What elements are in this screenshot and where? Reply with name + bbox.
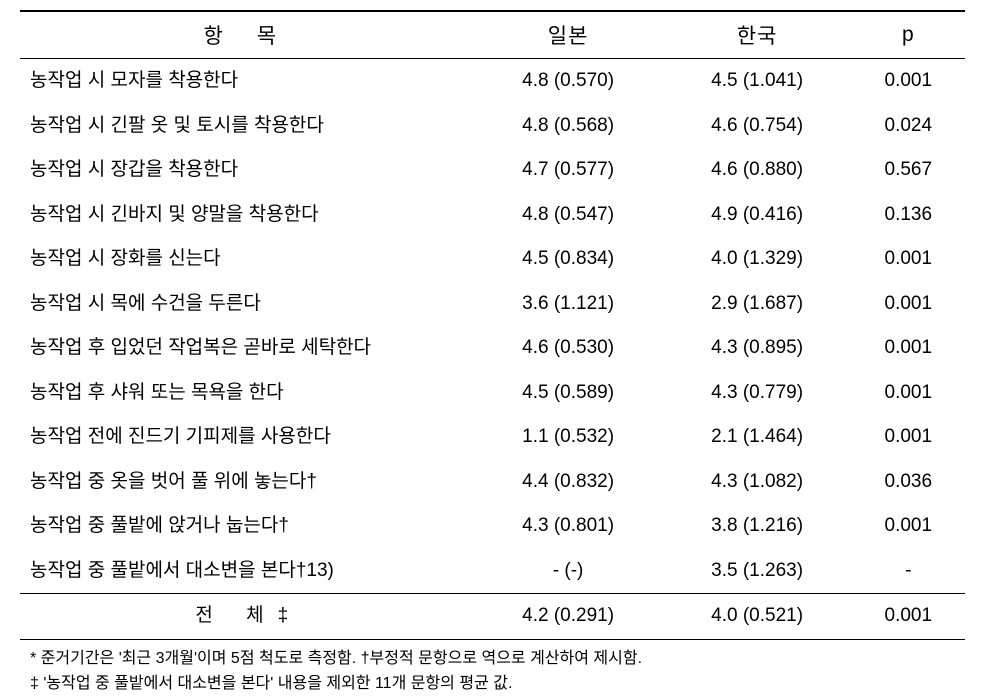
table-row: 농작업 후 샤워 또는 목욕을 한다 4.5 (0.589) 4.3 (0.77… — [20, 371, 965, 416]
row-japan: - (-) — [474, 549, 663, 594]
table-row: 농작업 중 풀밭에 앉거나 눕는다† 4.3 (0.801) 3.8 (1.21… — [20, 504, 965, 549]
total-p: 0.001 — [852, 594, 965, 640]
row-label: 농작업 중 풀밭에서 대소변을 본다†13) — [20, 549, 474, 594]
row-p: 0.001 — [852, 504, 965, 549]
row-korea: 4.9 (0.416) — [663, 193, 852, 238]
row-label: 농작업 시 목에 수건을 두른다 — [20, 282, 474, 327]
row-p: 0.567 — [852, 148, 965, 193]
row-label: 농작업 시 긴바지 및 양말을 착용한다 — [20, 193, 474, 238]
row-p: 0.001 — [852, 371, 965, 416]
col-header-p: p — [852, 11, 965, 59]
row-p: 0.001 — [852, 237, 965, 282]
row-korea: 4.0 (1.329) — [663, 237, 852, 282]
row-korea: 4.5 (1.041) — [663, 59, 852, 104]
total-label: 전 체‡ — [20, 594, 474, 640]
table-row: 농작업 중 풀밭에서 대소변을 본다†13) - (-) 3.5 (1.263)… — [20, 549, 965, 594]
total-row: 전 체‡ 4.2 (0.291) 4.0 (0.521) 0.001 — [20, 594, 965, 640]
row-label: 농작업 중 풀밭에 앉거나 눕는다† — [20, 504, 474, 549]
row-p: 0.001 — [852, 282, 965, 327]
row-label: 농작업 시 모자를 착용한다 — [20, 59, 474, 104]
row-japan: 4.8 (0.547) — [474, 193, 663, 238]
row-p: - — [852, 549, 965, 594]
row-p: 0.036 — [852, 460, 965, 505]
row-label: 농작업 시 긴팔 옷 및 토시를 착용한다 — [20, 104, 474, 149]
row-japan: 4.7 (0.577) — [474, 148, 663, 193]
footnote-line-2: ‡ '농작업 중 풀밭에서 대소변을 본다' 내용을 제외한 11개 문항의 평… — [30, 671, 965, 697]
row-korea: 4.6 (0.754) — [663, 104, 852, 149]
row-japan: 4.3 (0.801) — [474, 504, 663, 549]
row-label: 농작업 시 장화를 신는다 — [20, 237, 474, 282]
footnote-line-1: * 준거기간은 '최근 3개월'이며 5점 척도로 측정함. †부정적 문항으로… — [30, 646, 965, 672]
row-japan: 4.6 (0.530) — [474, 326, 663, 371]
table-row: 농작업 시 장화를 신는다 4.5 (0.834) 4.0 (1.329) 0.… — [20, 237, 965, 282]
row-japan: 4.8 (0.568) — [474, 104, 663, 149]
row-label: 농작업 전에 진드기 기피제를 사용한다 — [20, 415, 474, 460]
total-japan: 4.2 (0.291) — [474, 594, 663, 640]
row-label: 농작업 후 샤워 또는 목욕을 한다 — [20, 371, 474, 416]
row-japan: 4.5 (0.834) — [474, 237, 663, 282]
row-korea: 4.3 (1.082) — [663, 460, 852, 505]
table-row: 농작업 시 장갑을 착용한다 4.7 (0.577) 4.6 (0.880) 0… — [20, 148, 965, 193]
row-japan: 1.1 (0.532) — [474, 415, 663, 460]
row-korea: 3.5 (1.263) — [663, 549, 852, 594]
row-japan: 4.5 (0.589) — [474, 371, 663, 416]
table-row: 농작업 중 옷을 벗어 풀 위에 놓는다† 4.4 (0.832) 4.3 (1… — [20, 460, 965, 505]
col-header-japan: 일본 — [474, 11, 663, 59]
row-p: 0.136 — [852, 193, 965, 238]
table-row: 농작업 전에 진드기 기피제를 사용한다 1.1 (0.532) 2.1 (1.… — [20, 415, 965, 460]
row-label: 농작업 시 장갑을 착용한다 — [20, 148, 474, 193]
table-row: 농작업 시 긴팔 옷 및 토시를 착용한다 4.8 (0.568) 4.6 (0… — [20, 104, 965, 149]
row-label: 농작업 후 입었던 작업복은 곧바로 세탁한다 — [20, 326, 474, 371]
row-korea: 4.3 (0.895) — [663, 326, 852, 371]
row-korea: 3.8 (1.216) — [663, 504, 852, 549]
row-japan: 4.4 (0.832) — [474, 460, 663, 505]
footnotes: * 준거기간은 '최근 3개월'이며 5점 척도로 측정함. †부정적 문항으로… — [20, 646, 965, 697]
row-p: 0.001 — [852, 326, 965, 371]
table-body: 농작업 시 모자를 착용한다 4.8 (0.570) 4.5 (1.041) 0… — [20, 59, 965, 640]
row-japan: 3.6 (1.121) — [474, 282, 663, 327]
row-korea: 2.1 (1.464) — [663, 415, 852, 460]
row-japan: 4.8 (0.570) — [474, 59, 663, 104]
row-label: 농작업 중 옷을 벗어 풀 위에 놓는다† — [20, 460, 474, 505]
table-row: 농작업 후 입었던 작업복은 곧바로 세탁한다 4.6 (0.530) 4.3 … — [20, 326, 965, 371]
row-p: 0.001 — [852, 59, 965, 104]
row-korea: 2.9 (1.687) — [663, 282, 852, 327]
data-table: 항 목 일본 한국 p 농작업 시 모자를 착용한다 4.8 (0.570) 4… — [20, 10, 965, 640]
row-korea: 4.3 (0.779) — [663, 371, 852, 416]
row-p: 0.024 — [852, 104, 965, 149]
row-p: 0.001 — [852, 415, 965, 460]
table-row: 농작업 시 목에 수건을 두른다 3.6 (1.121) 2.9 (1.687)… — [20, 282, 965, 327]
table-row: 농작업 시 모자를 착용한다 4.8 (0.570) 4.5 (1.041) 0… — [20, 59, 965, 104]
table-row: 농작업 시 긴바지 및 양말을 착용한다 4.8 (0.547) 4.9 (0.… — [20, 193, 965, 238]
col-header-item: 항 목 — [20, 11, 474, 59]
total-korea: 4.0 (0.521) — [663, 594, 852, 640]
col-header-korea: 한국 — [663, 11, 852, 59]
row-korea: 4.6 (0.880) — [663, 148, 852, 193]
header-row: 항 목 일본 한국 p — [20, 11, 965, 59]
